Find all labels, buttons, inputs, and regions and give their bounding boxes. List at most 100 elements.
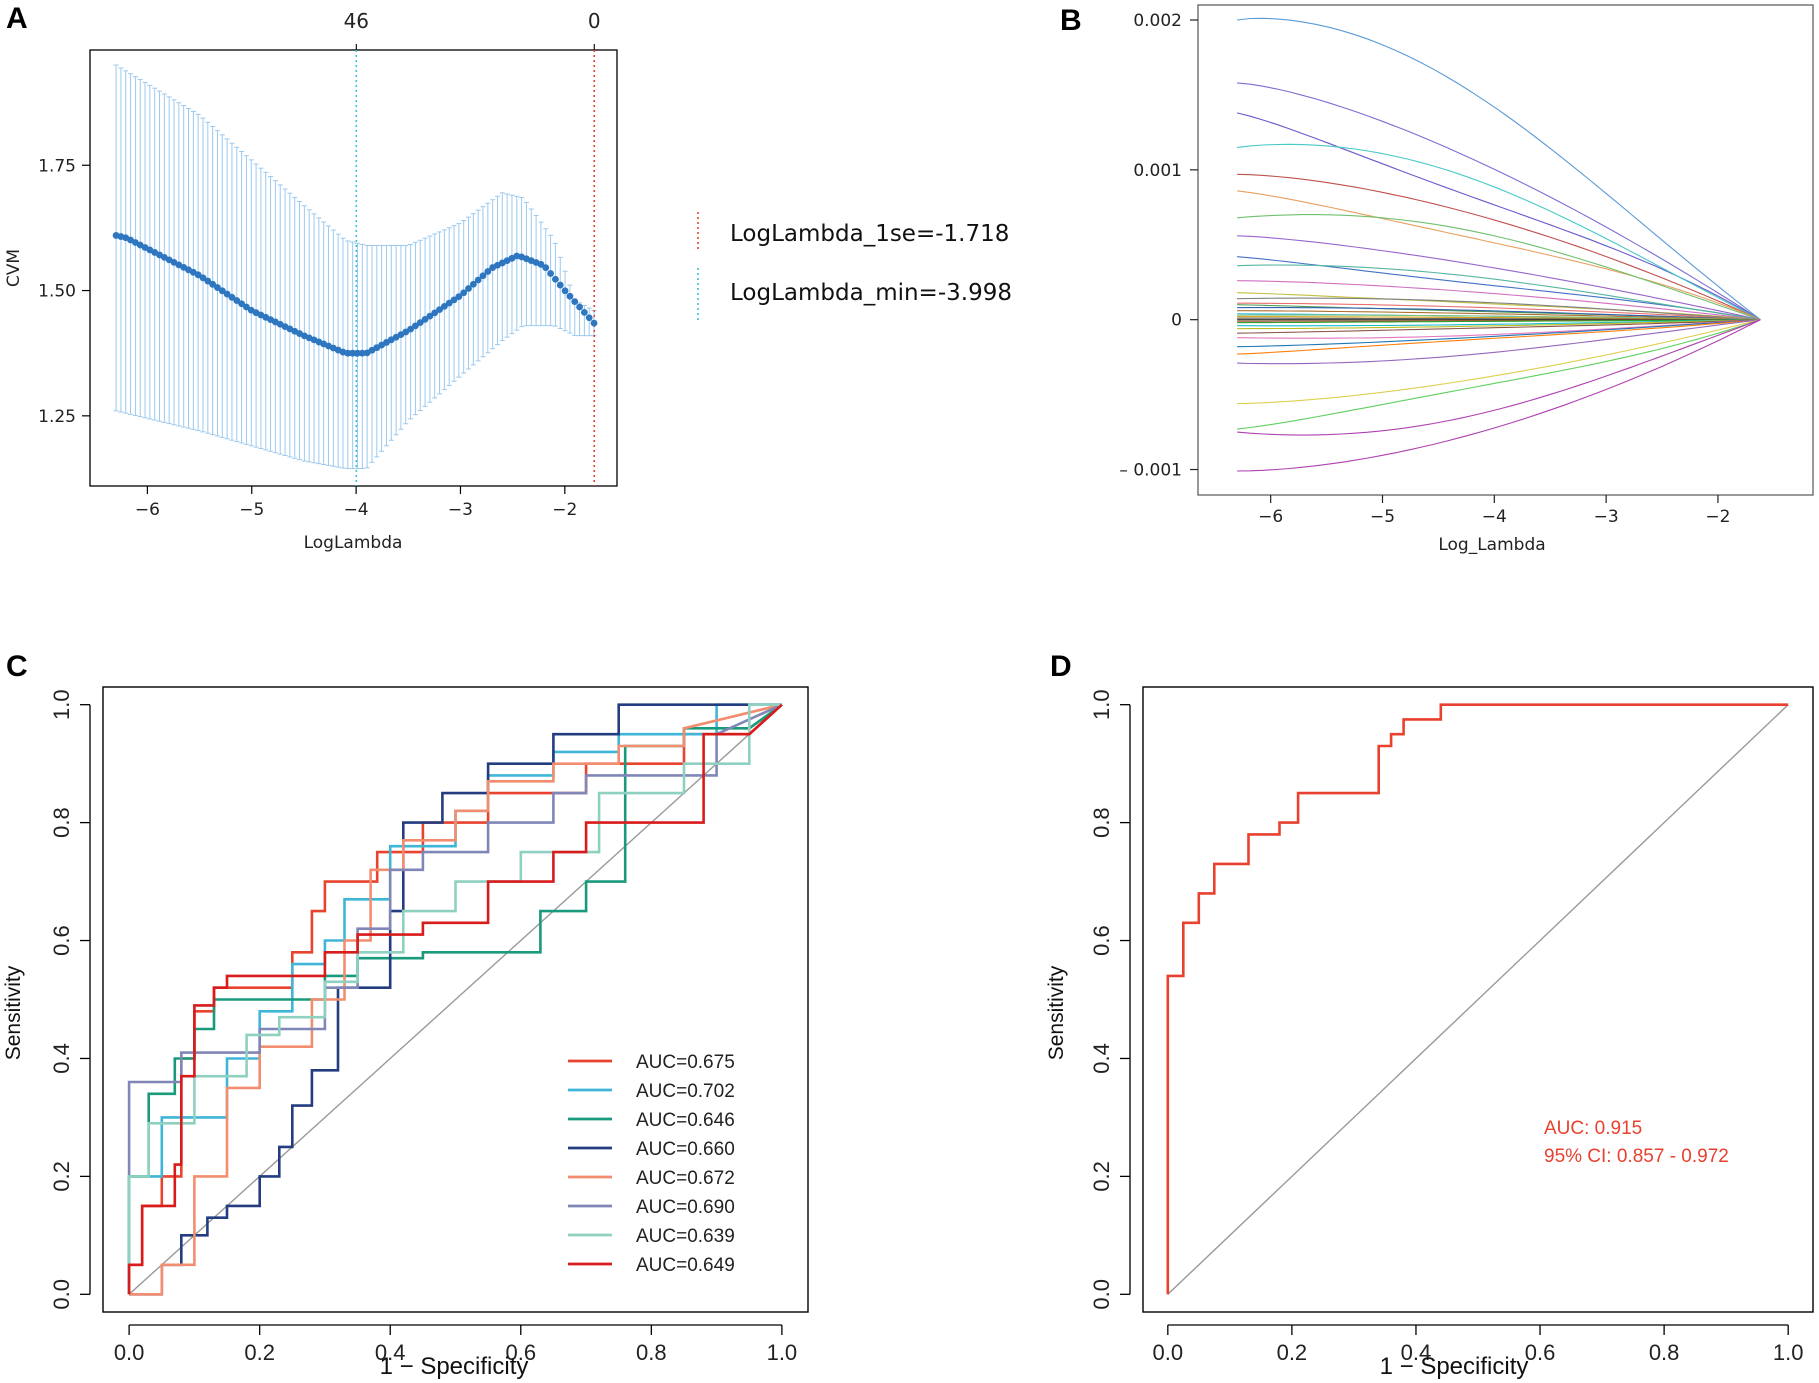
coefficient-path [1237,319,1761,324]
coefficient-path [1237,307,1761,321]
panel-a-frame [89,49,618,487]
x-tick-label: 0.4 [375,1340,406,1365]
panel-letter-b: B [1060,4,1082,37]
coefficient-path [1237,319,1761,327]
cvm-point [474,276,482,284]
y-tick-label: 1.75 [38,156,76,176]
roc-curve [129,703,782,1296]
legend-label: AUC=0.690 [636,1197,735,1218]
coefficient-path [1237,280,1761,321]
panel-c-legend: AUC=0.675 AUC=0.702 AUC=0.646 AUC=0.660 AUC… [568,1052,735,1276]
panel-d-diagonal [1167,704,1789,1295]
panel-d-roc-curve [1166,703,1789,1295]
panel-c-roc-curves [127,703,783,1296]
roc-curve [129,703,783,1296]
coefficient-path [1237,319,1761,348]
y-tick-label: 0.4 [1089,1043,1114,1074]
y-tick-label: 1.50 [38,282,76,302]
x-tick-label: −4 [1482,507,1507,527]
cvm-point [576,303,583,311]
panel-b-frame [1197,4,1814,496]
y-tick-label: 0.2 [49,1161,74,1192]
panel-letter-d: D [1050,650,1072,683]
coefficient-path [1237,310,1761,321]
x-tick-label: 0.2 [244,1340,275,1365]
cvm-point [228,293,236,301]
panel-a-y-ticks: 1.25 1.50 1.75 [38,156,90,427]
cvm-point [566,292,574,300]
cvm-point [552,275,559,283]
panel-c-frame [102,686,809,1313]
coefficient-path [1237,143,1761,321]
top-tick-label: 46 [344,9,369,33]
top-tick-label: 0 [588,9,601,33]
legend-label-1se: LogLambda_1se=-1.718 [730,221,1009,247]
cvm-point [421,315,429,323]
y-tick-label: 0.8 [1089,807,1114,838]
x-tick-label: 0.0 [114,1340,145,1365]
coefficient-path [1237,319,1761,405]
coefficient-path [1237,319,1761,355]
panel-b-coefficient-paths [1236,17,1761,472]
cvm-point [349,349,357,357]
cvm-point [344,349,352,357]
cvm-point [445,299,453,307]
roc-curve [127,703,783,1295]
panel-b: −6 −5 −4 −3 −2 – 0.001 0 0.001 0.002 Log_Lambda [1119,4,1814,555]
cvm-point [436,306,443,314]
panel-a-x-ticks: −6 −5 −4 −3 −2 [135,486,577,520]
y-tick-label: 0.4 [49,1043,74,1074]
roc-curve [127,703,783,1295]
x-tick-label: 0.6 [1525,1340,1556,1365]
x-tick-label: −2 [1705,507,1730,527]
y-tick-label: 0.002 [1133,11,1182,31]
x-tick-label: 1.0 [767,1340,798,1365]
legend-label: AUC=0.672 [636,1168,735,1189]
x-tick-label: −5 [1370,507,1395,527]
x-tick-label: −4 [344,500,369,520]
panel-letter-c: C [6,650,28,683]
panel-c: 0.0 0.2 0.4 0.6 0.8 1.0 0.0 0.2 0.4 0.6 0.8 1.0 AU… [2,686,809,1380]
y-tick-label: 1.0 [49,689,74,720]
coefficient-path [1237,190,1761,321]
panel-d-y-ticks: 0.0 0.2 0.4 0.6 0.8 1.0 [1089,689,1131,1310]
coefficient-path [1237,319,1761,430]
panel-c-diagonal [128,704,783,1295]
coefficient-path [1237,302,1761,321]
panel-c-x-ticks: 0.0 0.2 0.4 0.6 0.8 1.0 [114,1324,798,1365]
cvm-point [571,298,579,305]
panel-a-top-labels: 46 0 [344,9,601,50]
legend-label: AUC=0.675 [636,1052,735,1073]
x-tick-label: −6 [1258,507,1283,527]
coefficient-path [1237,297,1761,321]
cvm-point [223,290,231,298]
cvm-point [450,296,458,304]
coefficient-path [1237,319,1761,472]
x-tick-label: 0.8 [636,1340,667,1365]
panel-d-ci-annotation: 95% CI: 0.857 - 0.972 [1544,1146,1729,1167]
legend-label-min: LogLambda_min=-3.998 [730,280,1012,306]
cvm-point [537,260,545,268]
panel-d-frame [1142,686,1814,1313]
cvm-point [238,300,246,308]
y-tick-label: 0.8 [49,807,74,838]
coefficient-path [1237,319,1761,330]
cvm-point [542,264,550,272]
cvm-point [431,309,439,317]
cvm-point [585,314,593,322]
panel-d-auc-annotation: AUC: 0.915 [1544,1118,1642,1139]
cvm-point [218,287,226,295]
x-tick-label: 0.4 [1401,1340,1432,1365]
cvm-point [590,319,598,327]
x-tick-label: 1.0 [1773,1340,1804,1365]
panel-d-y-label: Sensitivity [1045,965,1068,1060]
panel-a-legend: LogLambda_1se=-1.718 LogLambda_min=-3.99… [697,212,1012,320]
cvm-point [407,325,414,333]
legend-label: AUC=0.646 [636,1110,735,1131]
y-tick-label: 0.6 [49,925,74,956]
coefficient-path [1237,319,1761,334]
cvm-point [561,287,569,295]
x-tick-label: −5 [239,500,264,520]
cvm-point [479,272,487,280]
